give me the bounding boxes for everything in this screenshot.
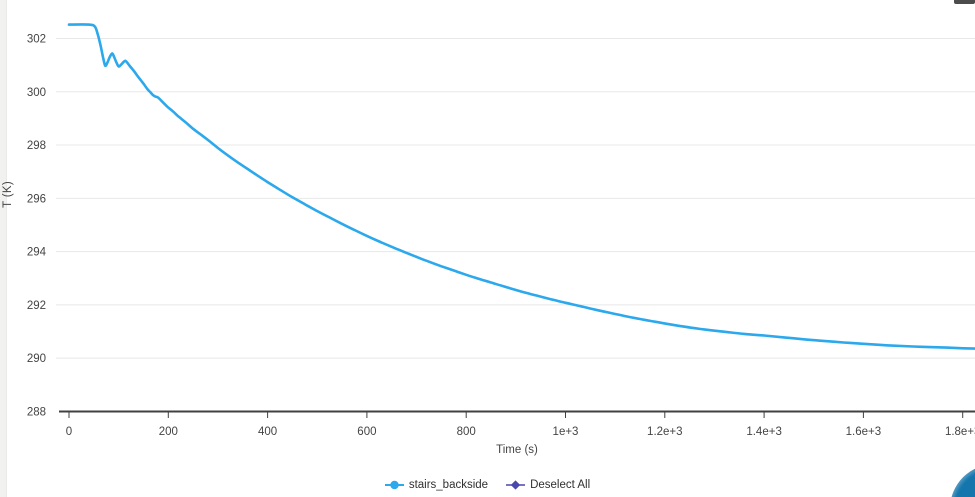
y-tick-label: 298 <box>27 140 46 152</box>
x-tick-label: 0 <box>66 426 72 438</box>
legend-marker-line-diamond-icon <box>506 480 526 490</box>
series-line-stairs-backside[interactable] <box>67 23 975 350</box>
y-tick-label: 296 <box>27 193 46 205</box>
x-tick-label: 1.4e+3 <box>746 426 782 438</box>
x-tick-label: 1.8e+3 <box>945 426 975 438</box>
legend-item-stairs-backside[interactable]: stairs_backside <box>384 479 489 491</box>
y-tick-label: 292 <box>27 300 46 312</box>
x-tick-label: 1e+3 <box>553 426 579 438</box>
y-tick-label: 288 <box>27 406 46 418</box>
legend-marker-line-dot-icon <box>384 480 404 490</box>
y-axis-title: T (K) <box>2 181 14 208</box>
legend-item-deselect-all[interactable]: Deselect All <box>506 479 590 491</box>
y-tick-label: 294 <box>27 247 47 259</box>
legend-label-stairs-backside: stairs_backside <box>408 479 489 491</box>
legend-label-deselect-all: Deselect All <box>530 479 591 491</box>
x-tick-label: 400 <box>258 426 277 438</box>
x-tick-label: 600 <box>357 426 376 438</box>
x-tick-label: 800 <box>457 426 476 438</box>
modebar-icon-partial[interactable] <box>954 0 975 4</box>
y-tick-label: 300 <box>27 87 46 99</box>
x-tick-label: 1.6e+3 <box>846 426 882 438</box>
legend: stairs_backside Deselect All <box>0 479 975 491</box>
y-tick-label: 290 <box>27 353 46 365</box>
panel-edge <box>0 0 7 497</box>
x-tick-label: 200 <box>159 426 178 438</box>
x-tick-label: 1.2e+3 <box>647 426 683 438</box>
y-tick-label: 302 <box>27 34 46 46</box>
x-axis-title: Time (s) <box>496 444 538 456</box>
